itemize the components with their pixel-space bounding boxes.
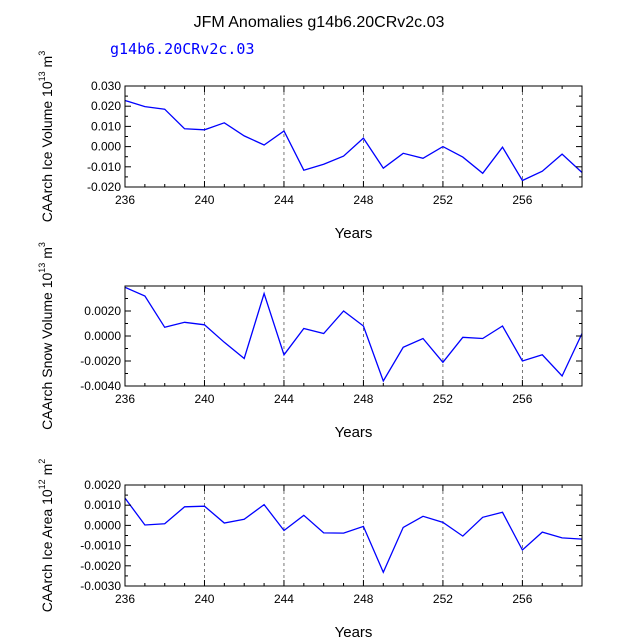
- y-tick-label: -0.0020: [80, 354, 121, 368]
- x-axis-label: Years: [335, 225, 373, 242]
- y-axis-label-unit: m: [39, 56, 55, 72]
- y-axis-label-exponent: 13: [37, 71, 47, 81]
- y-axis-label-unit: m: [39, 464, 55, 480]
- x-tick-label: 256: [512, 392, 532, 406]
- y-tick-label: -0.020: [87, 180, 121, 194]
- chart-subtitle: g14b6.20CRv2c.03: [110, 40, 255, 58]
- x-tick-label: 244: [274, 193, 294, 207]
- y-axis-label-exponent: 12: [37, 479, 47, 489]
- x-tick-label: 256: [512, 592, 532, 606]
- x-tick-label: 240: [194, 193, 214, 207]
- y-tick-label: -0.0010: [80, 539, 121, 553]
- y-tick-label: 0.010: [91, 119, 121, 133]
- y-tick-label: 0.0020: [84, 304, 121, 318]
- y-tick-label: -0.0040: [80, 379, 121, 393]
- y-tick-label: 0.020: [91, 99, 121, 113]
- series-line: [124, 99, 583, 182]
- panels: g14b6.20CRv2c.03 236 240 244 248 252 256 0.030 0…: [37, 40, 583, 638]
- x-tick-label: 236: [115, 592, 135, 606]
- y-tick-label: -0.0030: [80, 579, 121, 593]
- chart-panel-1: g14b6.20CRv2c.03 236 240 244 248 252 256 0.030 0…: [37, 40, 583, 242]
- chart-panel-2: 236 240 244 248 252 256 0.0020 0.0000 -0.0020 -0.…: [37, 242, 583, 441]
- x-tick-label: 252: [433, 392, 453, 406]
- y-axis-label-unit-exponent: 2: [37, 459, 47, 464]
- x-axis-label: Years: [335, 624, 373, 638]
- x-tick-label: 236: [115, 193, 135, 207]
- y-axis-label: CAArch Snow Volume 1013 m3: [37, 242, 55, 430]
- y-axis-label-unit: m: [39, 247, 55, 263]
- chart-panel-3: 236 240 244 248 252 256 0.0020 0.0010 0.0000 -0.0…: [37, 459, 583, 638]
- y-axis-label-unit-exponent: 3: [37, 51, 47, 56]
- y-tick-label: -0.0020: [80, 559, 121, 573]
- y-tick-label: 0.0000: [84, 518, 121, 532]
- x-tick-label: 252: [433, 193, 453, 207]
- x-tick-label: 244: [274, 392, 294, 406]
- figure-title: JFM Anomalies g14b6.20CRv2c.03: [194, 14, 445, 31]
- series-line: [124, 497, 583, 574]
- x-tick-label: 256: [512, 193, 532, 207]
- y-axis-label-exponent: 13: [37, 263, 47, 273]
- y-tick-label: -0.010: [87, 160, 121, 174]
- x-axis-label: Years: [335, 424, 373, 441]
- plot-frame: [124, 85, 583, 188]
- plot-frame: [124, 285, 583, 387]
- x-tick-label: 240: [194, 392, 214, 406]
- y-axis-label-unit-exponent: 3: [37, 242, 47, 247]
- y-axis-label-main: CAArch Ice Volume 10: [39, 81, 55, 222]
- x-tick-label: 240: [194, 592, 214, 606]
- y-tick-label: 0.000: [91, 140, 121, 154]
- y-axis-label: CAArch Ice Area 1012 m2: [37, 459, 55, 613]
- series-line: [124, 286, 583, 383]
- y-axis-label-main: CAArch Ice Area 10: [39, 489, 55, 612]
- x-tick-label: 244: [274, 592, 294, 606]
- y-tick-label: 0.030: [91, 79, 121, 93]
- y-axis-label: CAArch Ice Volume 1013 m3: [37, 51, 55, 222]
- y-axis-label-main: CAArch Snow Volume 10: [39, 272, 55, 429]
- x-tick-label: 248: [353, 392, 373, 406]
- x-tick-label: 252: [433, 592, 453, 606]
- y-tick-label: 0.0020: [84, 478, 121, 492]
- y-tick-label: 0.0000: [84, 329, 121, 343]
- x-tick-label: 248: [353, 193, 373, 207]
- y-tick-label: 0.0010: [84, 498, 121, 512]
- x-tick-label: 236: [115, 392, 135, 406]
- x-tick-label: 248: [353, 592, 373, 606]
- plot-frame: [124, 484, 583, 587]
